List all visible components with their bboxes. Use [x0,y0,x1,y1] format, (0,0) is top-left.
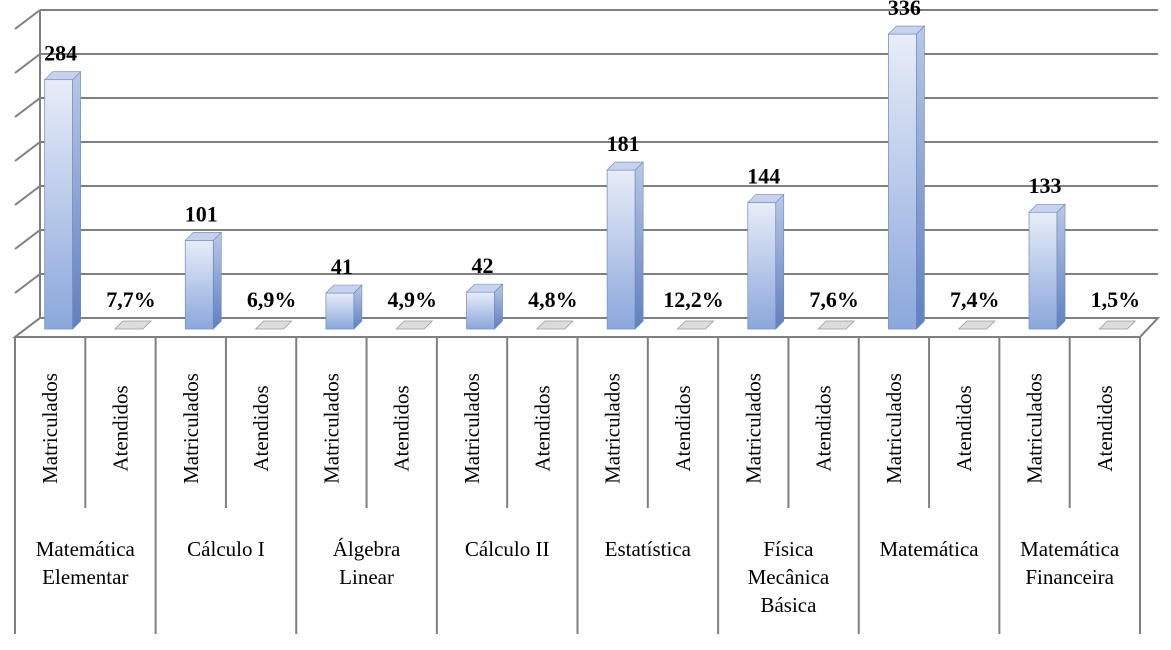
category-label: Matriculados [741,373,765,484]
labels: 284 7,7% 101 6,9% 41 4,9% 42 4,8% 181 12,2% 144 7,6… [44,0,1140,312]
data-label: 336 [888,0,921,20]
data-label: 6,9% [247,287,297,312]
data-label: 42 [472,253,494,278]
bar [606,161,644,330]
data-label: 7,6% [809,287,859,312]
bar [535,320,574,330]
category-label: Atendidos [108,385,132,471]
category-label: Matriculados [38,373,62,484]
bar [1028,203,1066,330]
bar [957,320,996,330]
gridline-side [14,273,41,294]
floor [12,317,1161,338]
bar-flat [114,320,152,330]
bar-front [325,292,355,330]
bar [184,231,223,330]
gridline-side [14,185,41,206]
bar-top [1028,203,1066,213]
bar-flat [957,320,996,330]
category-label: Atendidos [249,385,273,471]
group-label: Matemática Elementar [36,537,136,589]
category-label: Atendidos [530,385,554,471]
data-label: 7,4% [950,287,1000,312]
category-label: Atendidos [1093,385,1117,471]
bar-flat [254,320,293,330]
bar-top [325,284,363,294]
bar-side [634,161,644,330]
bar-side [72,70,81,330]
data-label: 101 [185,201,218,226]
category-label: Matriculados [179,373,203,484]
bar-top [606,161,644,171]
bar-front [184,239,214,330]
category-label: Matriculados [601,373,625,484]
bar-side [212,231,222,330]
bar-flat [817,320,856,330]
data-label: 133 [1029,173,1062,198]
data-label: 41 [331,254,353,279]
group-label: Matemática [880,537,980,561]
gridline-side [14,141,41,162]
bar [887,25,926,330]
bar [747,193,785,330]
data-label: 144 [747,164,780,189]
category-label: Atendidos [671,385,695,471]
gridline-side [14,97,41,118]
gridline-side [14,9,41,30]
group-label: Física Mecânica Básica [748,537,830,617]
bar-front [466,291,495,330]
bar [325,284,363,330]
category-label: Matriculados [319,373,343,484]
bar [395,320,434,330]
data-label: 181 [607,131,640,156]
bar-front [606,169,636,330]
group-label: Matemática Financeira [1020,537,1120,589]
group-label: Álgebra Linear [333,537,401,589]
bar [114,320,152,330]
bar [817,320,856,330]
bar-side [1056,203,1066,330]
bar [254,320,293,330]
gridline-side [14,53,41,74]
category-label: Matriculados [882,373,906,484]
category-label: Atendidos [390,385,414,471]
category-label: Matriculados [1023,373,1047,484]
bar [465,283,504,330]
data-label: 4,9% [387,287,437,312]
bar-top [43,71,82,80]
bar-front [747,202,777,330]
bar [676,320,715,330]
category-label: Matriculados [460,373,484,484]
data-label: 12,2% [663,287,724,312]
gridline-side [14,229,41,250]
data-label: 4,8% [528,287,578,312]
data-label: 7,7% [106,287,156,312]
bar-front [888,33,917,330]
bar-side [775,193,785,330]
bar-flat [676,320,715,330]
bars [43,25,1137,330]
bar-top [465,283,504,293]
data-label: 284 [44,41,77,66]
bar [1098,320,1137,330]
category-axis: Matriculados Atendidos Matriculados Atendid… [14,337,1141,634]
bar-top [184,232,223,241]
bar-flat [535,320,574,330]
bar-top [887,25,926,35]
group-label: Estatística [605,537,692,561]
bar-side [916,25,925,330]
bar [43,70,82,330]
category-label: Atendidos [812,385,836,471]
bar-flat [1098,320,1137,330]
bar-top [747,194,785,203]
grid-lines [12,9,1161,338]
bar-front [44,79,74,330]
bar-front [1028,211,1058,330]
bar-flat [395,320,434,330]
data-label: 1,5% [1091,287,1141,312]
group-label: Cálculo I [187,537,265,561]
group-label: Cálculo II [465,537,550,561]
category-label: Atendidos [952,385,976,471]
